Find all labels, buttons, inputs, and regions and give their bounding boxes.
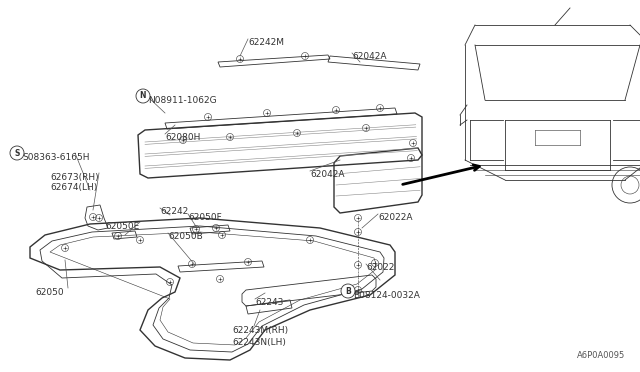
Circle shape — [136, 89, 150, 103]
Text: 62042A: 62042A — [352, 52, 387, 61]
Text: 62050: 62050 — [35, 288, 63, 297]
Text: B: B — [345, 286, 351, 295]
Text: 62242M: 62242M — [248, 38, 284, 47]
Text: N: N — [140, 92, 147, 100]
Circle shape — [10, 146, 24, 160]
Text: 62243N(LH): 62243N(LH) — [232, 338, 286, 347]
Text: S: S — [14, 148, 20, 157]
Text: 62022: 62022 — [366, 263, 394, 272]
Text: S08363-6165H: S08363-6165H — [22, 153, 90, 162]
Text: 62673(RH): 62673(RH) — [50, 173, 99, 182]
Text: N08911-1062G: N08911-1062G — [148, 96, 216, 105]
Text: 62674(LH): 62674(LH) — [50, 183, 97, 192]
Text: 62243: 62243 — [255, 298, 284, 307]
Text: A6P0A0095: A6P0A0095 — [577, 351, 625, 360]
Text: 62050F: 62050F — [188, 213, 221, 222]
Text: 62080H: 62080H — [165, 133, 200, 142]
Text: B08124-0032A: B08124-0032A — [353, 291, 420, 300]
Text: 62042A: 62042A — [310, 170, 344, 179]
Text: 62243M(RH): 62243M(RH) — [232, 326, 288, 335]
Text: 62050B: 62050B — [168, 232, 203, 241]
Text: 62050E: 62050E — [105, 222, 140, 231]
Circle shape — [341, 284, 355, 298]
Text: 62022A: 62022A — [378, 213, 413, 222]
Text: 62242: 62242 — [160, 207, 188, 216]
